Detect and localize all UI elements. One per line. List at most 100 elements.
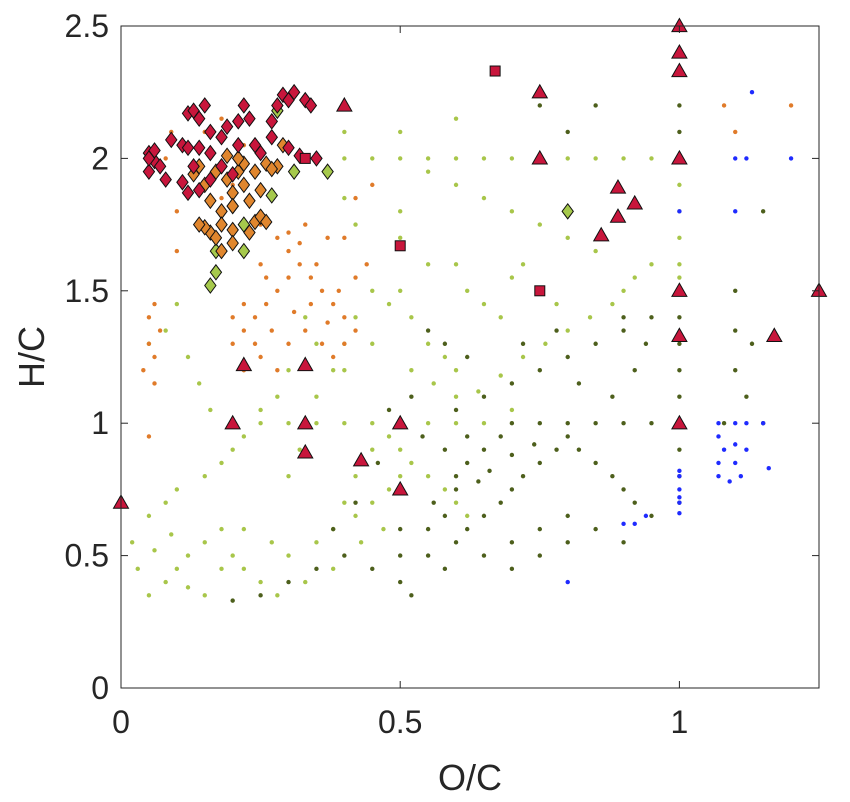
light-green-point <box>258 407 263 413</box>
dark-olive-point <box>442 566 448 572</box>
light-green-point <box>386 487 392 492</box>
crimson-triangle-marker <box>235 356 253 372</box>
blue-point <box>721 447 727 452</box>
orange-point <box>733 129 738 135</box>
light-green-point <box>303 579 308 585</box>
plot-frame <box>120 25 820 689</box>
y-tick-label: 0 <box>91 670 109 706</box>
orange-point <box>353 195 358 201</box>
dark-olive-point <box>593 341 598 346</box>
light-green-point <box>677 235 682 241</box>
light-green-point <box>370 156 375 161</box>
light-green-point <box>481 421 487 426</box>
crimson-diamond-marker <box>204 123 217 141</box>
orange-point <box>219 195 224 201</box>
crimson-diamond-marker <box>192 139 206 157</box>
orange-diamond-marker <box>248 163 262 180</box>
light-green-point <box>230 553 235 558</box>
dark-olive-point <box>487 468 492 474</box>
light-green-point <box>269 540 274 545</box>
dark-olive-point <box>398 526 403 532</box>
light-green-point <box>425 421 431 426</box>
orange-point <box>370 182 375 188</box>
blue-point <box>677 511 682 516</box>
light-green-point <box>386 301 392 307</box>
dark-olive-point <box>632 500 637 505</box>
orange-point <box>275 235 280 241</box>
dark-olive-point <box>342 553 347 558</box>
blue-point <box>766 466 771 471</box>
dark-olive-point <box>749 341 755 346</box>
blue-point <box>716 473 721 479</box>
crimson-diamond-marker <box>304 97 318 114</box>
blue-point <box>744 447 749 452</box>
blue-point <box>677 473 682 479</box>
blue-point <box>716 460 721 466</box>
dark-olive-point <box>442 341 448 346</box>
dark-olive-point <box>565 434 570 439</box>
crimson-triangle-marker <box>391 480 409 496</box>
dark-olive-point <box>509 421 515 426</box>
light-green-point <box>621 288 626 293</box>
x-axis-title: O/C <box>438 757 502 798</box>
orange-point <box>258 262 263 267</box>
crimson-diamond-marker <box>142 150 156 167</box>
light-green-point <box>286 368 291 373</box>
orange-point <box>275 368 280 373</box>
orange-point <box>325 320 330 325</box>
light-green-point <box>208 407 213 413</box>
blue-point <box>733 442 738 447</box>
crimson-triangle-marker <box>626 194 644 210</box>
light-green-point <box>409 315 414 320</box>
orange-point <box>263 301 269 307</box>
orange-point <box>286 341 291 346</box>
crimson-diamond-marker <box>204 171 217 188</box>
dark-olive-point <box>677 447 682 452</box>
crimson-triangle-marker <box>765 327 783 342</box>
light-green-point <box>398 156 403 161</box>
light-green-point <box>498 315 503 320</box>
light-green-point <box>370 500 375 505</box>
light-green-point <box>342 129 347 135</box>
light-green-point <box>342 195 347 201</box>
light-green-point <box>219 566 224 572</box>
crimson-triangle-marker <box>531 149 549 165</box>
dark-olive-point <box>733 328 738 333</box>
blue-point <box>677 487 682 492</box>
crimson-diamond-marker <box>232 136 245 154</box>
light-green-point <box>509 407 515 413</box>
dark-olive-point <box>565 354 570 360</box>
crimson-square-marker <box>394 240 406 252</box>
light-green-point <box>185 354 191 360</box>
x-tick-label: 1 <box>671 704 689 740</box>
dark-olive-point <box>330 526 336 532</box>
dark-olive-point <box>649 421 654 426</box>
blue-point <box>738 473 744 479</box>
crimson-triangle-marker <box>296 414 314 430</box>
blue-point <box>677 495 682 500</box>
dark-olive-point <box>610 394 615 399</box>
light-green-point <box>202 593 207 598</box>
light-green-point <box>202 473 207 479</box>
dark-olive-point <box>593 526 598 532</box>
dark-olive-point <box>453 540 459 545</box>
orange-diamond-marker <box>265 160 279 178</box>
dark-olive-point <box>314 566 319 572</box>
light-green-point <box>425 341 431 346</box>
dark-olive-point <box>258 593 263 598</box>
dark-olive-point <box>537 553 542 558</box>
dark-olive-point <box>465 460 470 466</box>
crimson-diamond-marker <box>215 158 228 175</box>
orange-point <box>330 354 336 360</box>
crimson-diamond-marker <box>198 97 212 114</box>
dark-olive-point <box>576 447 582 452</box>
blue-point <box>621 521 626 527</box>
crimson-diamond-marker <box>310 150 323 167</box>
green-diamond-marker <box>265 187 279 204</box>
blue-point <box>565 579 570 585</box>
orange-point <box>269 328 274 333</box>
light-green-point <box>297 447 302 452</box>
dark-olive-point <box>537 526 542 532</box>
light-green-point <box>431 381 436 386</box>
crimson-diamond-marker <box>220 118 234 135</box>
